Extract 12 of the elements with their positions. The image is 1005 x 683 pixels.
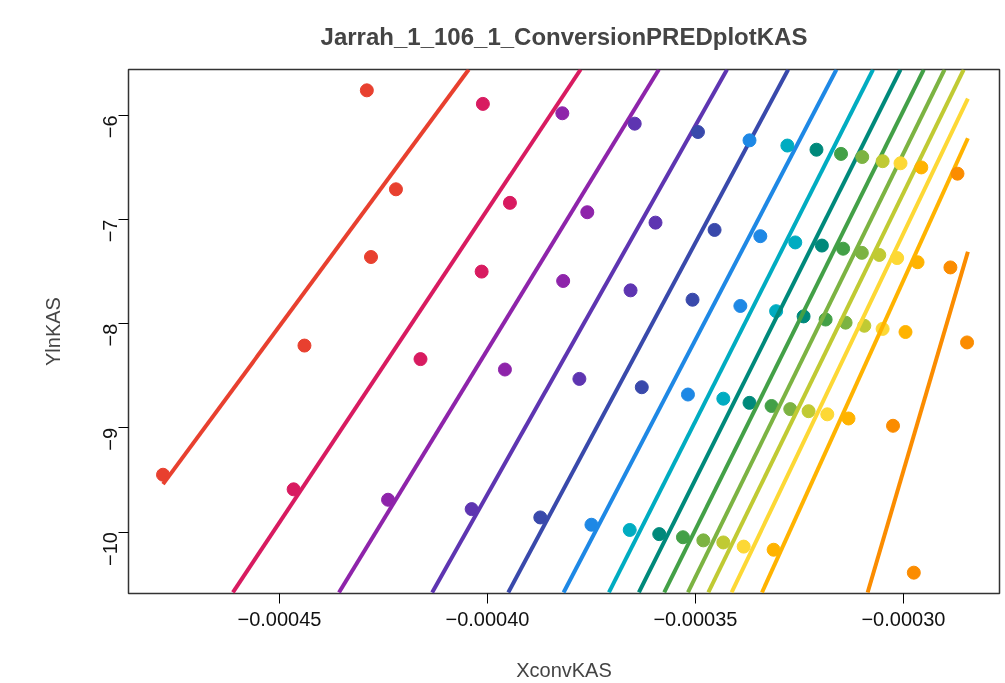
y-tick-label: −6 xyxy=(99,115,122,139)
x-axis-title: XconvKAS xyxy=(516,658,612,681)
y-tick-label: −8 xyxy=(99,323,122,347)
y-tick-label: −9 xyxy=(99,427,122,451)
x-tick-label: −0.00030 xyxy=(861,607,946,630)
x-tick-label: −0.00040 xyxy=(445,607,530,630)
y-axis-title: YlnKAS xyxy=(41,297,64,366)
y-tick-label: −7 xyxy=(99,219,122,243)
chart-title: Jarrah_1_106_1_ConversionPREDplotKAS xyxy=(320,22,808,50)
x-tick-label: −0.00035 xyxy=(653,607,738,630)
y-tick-label: −10 xyxy=(99,532,122,566)
x-tick-label: −0.00045 xyxy=(237,607,322,630)
